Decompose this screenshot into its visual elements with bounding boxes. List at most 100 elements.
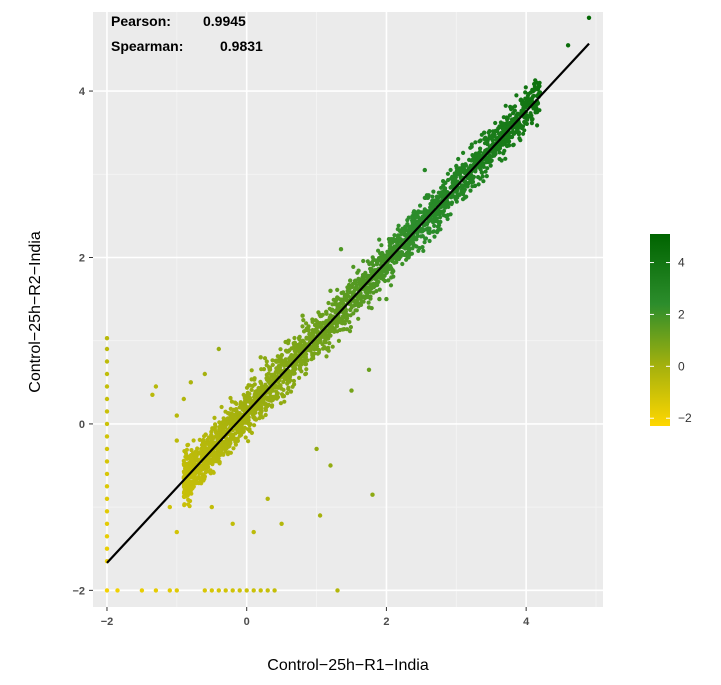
cloud-point: [241, 420, 246, 425]
cloud-point: [464, 163, 469, 168]
data-point: [104, 336, 110, 341]
cloud-point: [294, 347, 299, 352]
cloud-point: [448, 167, 453, 173]
cloud-point: [518, 138, 523, 143]
cloud-point: [501, 121, 506, 126]
cloud-point: [370, 255, 375, 260]
cloud-point: [298, 360, 303, 365]
cloud-point: [283, 348, 289, 353]
cloud-point: [532, 81, 537, 87]
cloud-point: [366, 288, 371, 293]
cloud-point: [366, 300, 371, 305]
cloud-point: [291, 378, 296, 384]
cloud-point: [227, 416, 233, 421]
cloud-point: [403, 246, 408, 251]
cloud-point: [324, 354, 329, 359]
x-ticks: −2 0 2 4: [101, 607, 530, 628]
cloud-point: [336, 338, 341, 343]
color-legend-ticks: 4 2 0 −2: [650, 256, 692, 425]
cloud-point: [356, 316, 361, 321]
cloud-point: [516, 130, 522, 135]
cloud-point: [326, 345, 331, 350]
data-point: [104, 588, 110, 593]
cloud-point: [347, 320, 352, 325]
cloud-point: [274, 366, 279, 371]
cloud-point: [240, 428, 245, 433]
cloud-point: [358, 296, 363, 301]
cloud-point: [186, 479, 191, 484]
cloud-point: [427, 238, 432, 244]
cloud-point: [287, 348, 292, 353]
cloud-point: [285, 378, 290, 383]
cloud-point: [443, 213, 448, 219]
cloud-point: [418, 203, 423, 208]
cloud-point: [470, 179, 476, 184]
cloud-point: [425, 220, 430, 225]
cloud-point: [195, 446, 200, 451]
cloud-point: [449, 200, 455, 205]
cloud-point: [479, 170, 485, 175]
cloud-point: [203, 432, 208, 437]
cloud-point: [485, 166, 490, 171]
cloud-point: [199, 463, 204, 468]
cloud-point: [292, 335, 297, 341]
data-point: [209, 588, 214, 593]
cloud-point: [212, 415, 217, 420]
cloud-point: [263, 382, 268, 387]
cloud-point: [276, 370, 281, 375]
cloud-point: [502, 148, 507, 153]
cloud-point: [219, 442, 224, 448]
cloud-point: [511, 131, 516, 136]
cloud-point: [445, 199, 450, 204]
cloud-point: [313, 318, 318, 323]
cloud-point: [507, 113, 512, 118]
data-point: [279, 521, 284, 526]
cloud-point: [390, 258, 395, 263]
cloud-point: [416, 248, 421, 253]
cloud-point: [264, 359, 269, 364]
data-point: [153, 384, 159, 389]
cloud-point: [214, 433, 219, 438]
cloud-point: [326, 300, 331, 306]
cloud-point: [246, 418, 251, 423]
cloud-point: [246, 439, 251, 444]
y-ticks: −2 0 2 4: [72, 86, 93, 597]
y-tick-label: 4: [79, 86, 86, 98]
cloud-point: [301, 339, 306, 344]
cloud-point: [247, 395, 253, 401]
data-point: [258, 588, 263, 593]
cloud-point: [374, 280, 379, 286]
data-point: [104, 446, 110, 452]
cloud-point: [221, 416, 226, 421]
cloud-point: [422, 211, 427, 216]
data-point: [216, 346, 221, 352]
cloud-point: [345, 285, 350, 290]
cloud-point: [420, 245, 425, 250]
cloud-point: [303, 371, 309, 376]
cloud-point: [267, 365, 273, 370]
cloud-point: [381, 277, 386, 282]
cloud-point: [249, 377, 254, 382]
cloud-point: [518, 98, 523, 103]
cloud-point: [380, 273, 385, 279]
cloud-point: [480, 174, 485, 179]
cloud-point: [327, 330, 332, 335]
cloud-point: [423, 236, 428, 241]
cloud-point: [334, 297, 339, 302]
cloud-point: [390, 270, 395, 275]
cloud-point: [330, 344, 335, 349]
cloud-point: [336, 317, 341, 323]
legend-tick-label: 2: [678, 307, 685, 321]
data-point: [586, 15, 592, 20]
cloud-point: [227, 411, 232, 416]
cloud-point: [186, 502, 191, 507]
spearman-value: 0.9831: [220, 38, 263, 54]
cloud-point: [184, 467, 189, 472]
cloud-point: [387, 266, 392, 272]
x-axis-title: Control−25h−R1−India: [267, 657, 429, 674]
data-point: [209, 504, 214, 510]
cloud-point: [282, 399, 287, 404]
cloud-point: [310, 317, 315, 322]
cloud-point: [337, 303, 342, 308]
